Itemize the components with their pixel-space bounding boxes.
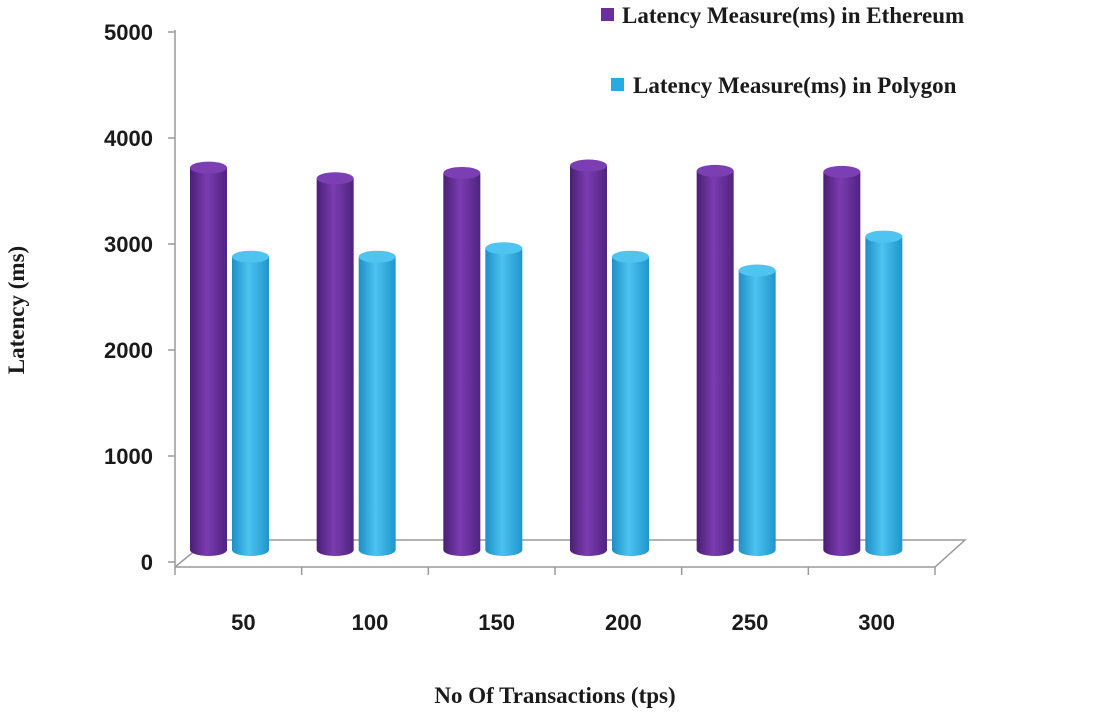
x-tick-label-0: 50 xyxy=(231,610,255,635)
bar-polygon-150 xyxy=(485,242,523,556)
bar-ethereum-150 xyxy=(443,166,481,557)
bar-ethereum-50 xyxy=(190,161,227,556)
bars xyxy=(190,159,903,557)
bar-polygon-50 xyxy=(232,250,269,556)
bar-polygon-300 xyxy=(865,230,903,556)
y-tick-label-4: 4000 xyxy=(104,126,153,151)
x-tick-label-1: 100 xyxy=(352,610,389,635)
y-tick-label-5: 5000 xyxy=(104,20,153,45)
bar-polygon-250 xyxy=(738,264,776,556)
legend-swatch-polygon xyxy=(611,78,624,91)
y-axis-title: Latency (ms) xyxy=(4,246,29,374)
y-tick-label-1: 1000 xyxy=(104,444,153,469)
x-tick-label-2: 150 xyxy=(478,610,515,635)
legend-label-ethereum: Latency Measure(ms) in Ethereum xyxy=(622,3,964,28)
y-tick-marks xyxy=(168,31,175,563)
x-tick-label-3: 200 xyxy=(605,610,642,635)
x-tick-label-4: 250 xyxy=(732,610,769,635)
y-tick-label-2: 2000 xyxy=(104,338,153,363)
bar-ethereum-100 xyxy=(316,172,354,556)
bar-ethereum-200 xyxy=(570,159,607,556)
y-tick-label-3: 3000 xyxy=(104,232,153,257)
y-tick-label-0: 0 xyxy=(141,550,153,575)
y-tick-labels: 0 1000 2000 3000 4000 5000 xyxy=(104,20,153,575)
bar-polygon-200 xyxy=(612,250,649,556)
bar-ethereum-250 xyxy=(696,164,734,557)
legend: Latency Measure(ms) in Ethereum Latency … xyxy=(601,3,964,98)
legend-swatch-ethereum xyxy=(601,8,614,21)
bar-polygon-100 xyxy=(358,250,396,556)
x-tick-label-5: 300 xyxy=(858,610,895,635)
x-axis-title: No Of Transactions (tps) xyxy=(434,683,675,708)
x-tick-labels: 50 100 150 200 250 300 xyxy=(231,610,895,635)
x-tick-marks xyxy=(174,567,936,575)
bar-ethereum-300 xyxy=(823,165,861,557)
legend-label-polygon: Latency Measure(ms) in Polygon xyxy=(633,73,957,98)
